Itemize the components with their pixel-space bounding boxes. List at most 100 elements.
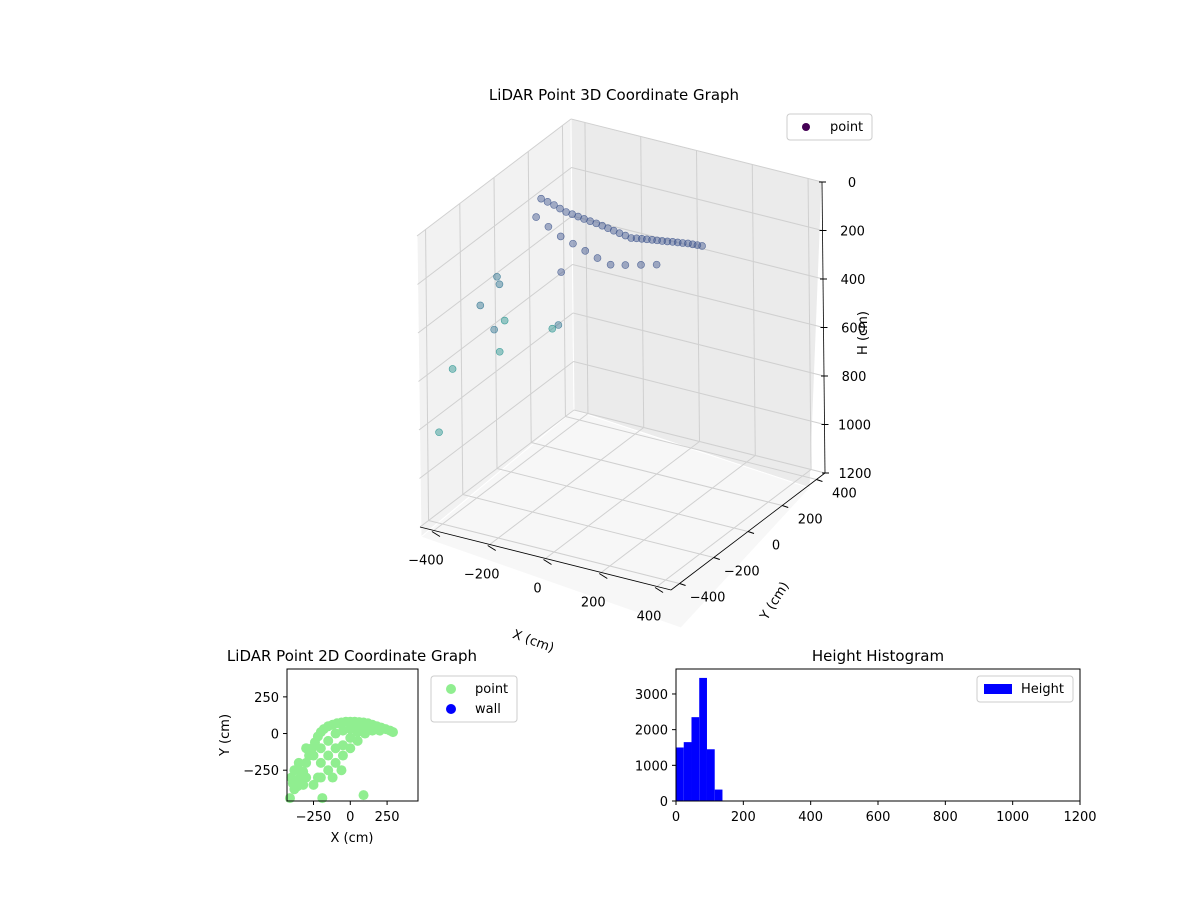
- point-3d: [435, 428, 443, 437]
- x-tick-3d: [431, 531, 441, 537]
- point-3d: [550, 201, 558, 209]
- point-3d: [544, 222, 553, 231]
- title-2d: LiDAR Point 2D Coordinate Graph: [227, 647, 477, 665]
- point-3d: [557, 268, 565, 276]
- z-tick-label-3d: 200: [840, 225, 865, 240]
- y-tick-label-hist: 3000: [635, 688, 668, 703]
- z-tick-label-3d: 600: [841, 322, 866, 337]
- y-tick-label-3d: 400: [832, 487, 857, 502]
- point-3d: [581, 247, 590, 255]
- x-tick-label-hist: 800: [933, 810, 958, 825]
- point-3d: [569, 239, 577, 248]
- x-tick-label-3d: 0: [533, 582, 541, 597]
- hist-bar: [683, 742, 692, 801]
- point-2d: [323, 750, 334, 761]
- grid-3d-floor-y: [428, 520, 680, 584]
- grid-3d-floor-y: [531, 442, 783, 506]
- y-tick-label-hist: 0: [660, 795, 668, 810]
- point-2d: [374, 725, 385, 736]
- x-tick-label-2d: −250: [296, 810, 332, 825]
- point-2d: [323, 735, 334, 746]
- point-3d: [621, 231, 630, 240]
- legend-2d: point wall: [430, 675, 518, 723]
- points-2d: [284, 716, 398, 804]
- point-2d: [330, 757, 341, 768]
- title-hist: Height Histogram: [812, 647, 944, 665]
- legend-3d-label: point: [830, 120, 863, 135]
- point-3d: [532, 213, 540, 221]
- point-3d: [556, 204, 564, 213]
- z-tick-label-3d: 400: [841, 273, 866, 288]
- y-tick-label-hist: 1000: [635, 759, 668, 774]
- point-3d: [604, 224, 612, 233]
- grid-3d-back-z: [572, 312, 825, 377]
- point-3d: [495, 280, 504, 289]
- points-3d: [435, 194, 706, 437]
- legend-hist-box: [976, 675, 1074, 703]
- xlabel-2d: X (cm): [331, 831, 374, 846]
- x-axis-line-3d: [419, 526, 672, 591]
- point-3d: [543, 198, 552, 206]
- pane-floor: [420, 409, 811, 629]
- grid-3d-left-z: [417, 167, 572, 285]
- point-3d: [580, 215, 588, 223]
- xlabel-3d: X (cm): [510, 627, 556, 656]
- point-2d: [360, 722, 371, 733]
- x-tick-3d: [543, 559, 552, 565]
- point-2d: [387, 727, 398, 738]
- x-tick-3d: [599, 573, 608, 579]
- point-3d: [548, 324, 557, 333]
- grid-3d-left-z: [417, 215, 573, 334]
- hist-bar: [706, 749, 715, 801]
- legend-hist-label: Height: [1021, 682, 1064, 697]
- point-3d: [574, 212, 582, 221]
- legend-2d-label-point: point: [475, 682, 508, 697]
- z-tick-label-3d: 800: [842, 370, 867, 385]
- x-tick-label-3d: −200: [464, 568, 500, 583]
- point-3d: [627, 234, 635, 242]
- grid-3d-left-z: [416, 118, 572, 237]
- x-tick-label-2d: 250: [375, 810, 400, 825]
- point-2d: [293, 757, 304, 768]
- z-tick-label-3d: 0: [848, 176, 856, 191]
- point-3d: [609, 226, 618, 235]
- grid-3d-left-z: [418, 264, 573, 382]
- point-3d: [606, 260, 615, 269]
- legend-3d-box: [786, 113, 873, 141]
- legend-hist: Height: [976, 675, 1074, 703]
- point-3d: [495, 347, 504, 356]
- y-tick-label-2d: −250: [243, 764, 279, 779]
- panel-3d: LiDAR Point 3D Coordinate Graph −400 −200…: [408, 86, 873, 656]
- point-3d: [448, 365, 457, 373]
- point-2d: [352, 727, 363, 738]
- y-tick-label-3d: 0: [772, 539, 780, 554]
- point-3d: [593, 254, 602, 262]
- y-tick-label-2d: 250: [254, 691, 279, 706]
- grid-3d-back-z: [572, 264, 824, 328]
- grid-3d: [416, 118, 826, 587]
- point-2d: [289, 765, 300, 776]
- point-2d: [358, 790, 369, 801]
- grid-3d-left-z: [418, 312, 574, 431]
- grid-3d-floor-y: [462, 494, 714, 558]
- point-2d: [315, 757, 326, 768]
- point-3d: [592, 219, 601, 228]
- point-3d: [698, 242, 706, 250]
- legend-2d-marker-wall: [446, 704, 456, 714]
- point-3d: [648, 235, 656, 244]
- y-tick-label-hist: 2000: [635, 724, 668, 739]
- hist-bar: [699, 677, 707, 801]
- z-tick-label-3d: 1000: [838, 419, 871, 434]
- x-tick-label-hist: 0: [672, 810, 680, 825]
- point-3d: [598, 221, 607, 230]
- point-3d: [568, 210, 576, 219]
- x-tick-label-3d: 200: [581, 596, 606, 611]
- x-tick-label-2d: 0: [346, 810, 354, 825]
- y-tick-label-3d: −400: [690, 591, 726, 606]
- point-3d: [537, 194, 545, 203]
- point-3d: [668, 238, 677, 246]
- point-2d: [301, 743, 312, 754]
- point-3d: [556, 232, 565, 241]
- point-2d: [323, 765, 334, 776]
